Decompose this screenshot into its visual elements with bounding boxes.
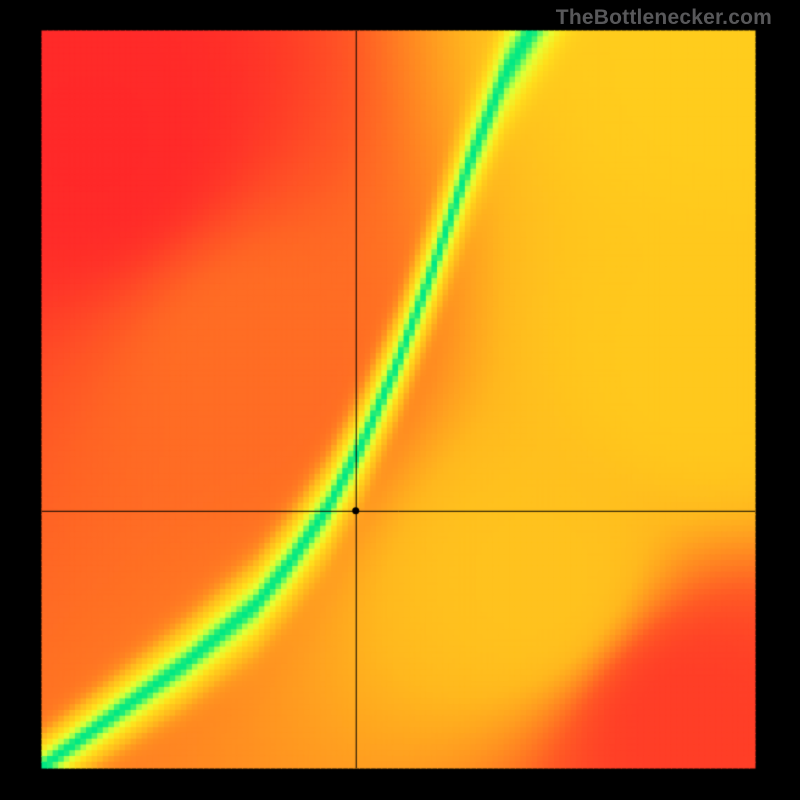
watermark-text: TheBottlenecker.com xyxy=(556,6,772,30)
bottleneck-heatmap xyxy=(0,0,800,800)
chart-container: TheBottlenecker.com xyxy=(0,0,800,800)
